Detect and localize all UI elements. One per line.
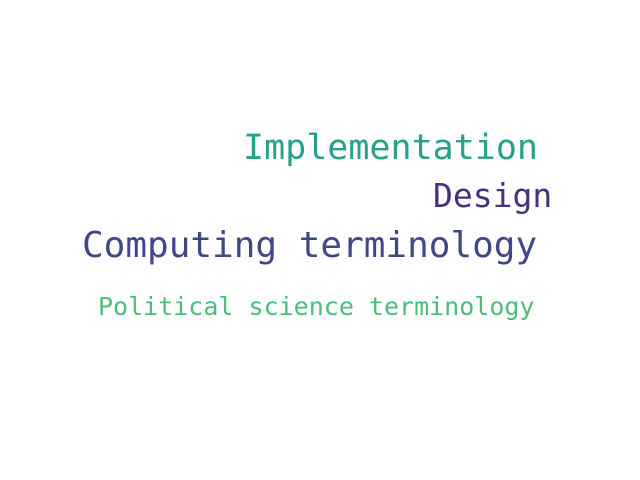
word-political-science-terminology: Political science terminology <box>98 292 535 321</box>
word-computing-terminology: Computing terminology <box>82 225 538 266</box>
word-implementation: Implementation <box>243 128 539 168</box>
word-design: Design <box>433 176 553 215</box>
